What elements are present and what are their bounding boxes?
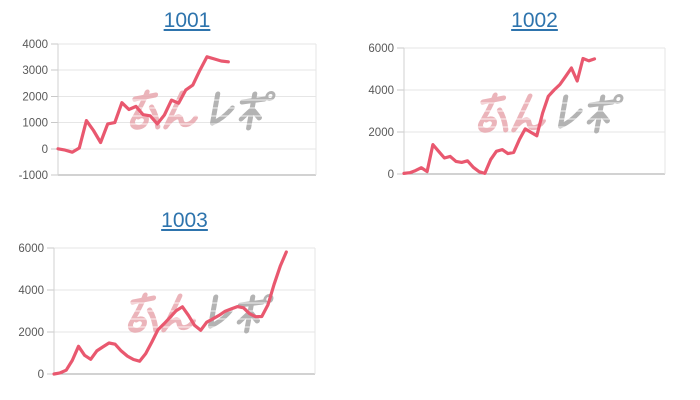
minrepo-watermark-icon — [120, 290, 280, 336]
chart-panel-1: 1001 4000 3000 2000 1000 0 -1000 — [0, 0, 350, 200]
y-axis-tick-label: -1000 — [19, 170, 48, 182]
y-axis-tick-label: 2000 — [22, 91, 48, 103]
y-axis-tick-label: 1000 — [22, 118, 48, 130]
chart-panel-3: 1003 6000 4000 2000 0 — [0, 200, 350, 400]
chart-title-link[interactable]: 1002 — [511, 9, 558, 32]
y-axis-tick-label: 4000 — [18, 285, 44, 297]
chart-panel-2: 1002 6000 4000 2000 0 — [350, 0, 700, 200]
minrepo-watermark-icon — [122, 87, 282, 133]
series-line — [402, 56, 597, 175]
y-axis-tick-label: 0 — [42, 144, 48, 156]
y-axis-tick-label: 0 — [38, 369, 44, 381]
series-line — [56, 55, 230, 154]
chart-title-link[interactable]: 1003 — [161, 209, 208, 232]
y-axis-tick-label: 4000 — [22, 39, 48, 51]
chart-title-link[interactable]: 1001 — [163, 9, 211, 32]
y-axis-tick-label: 6000 — [18, 243, 44, 255]
minrepo-watermark-icon — [470, 90, 630, 136]
series-line — [52, 250, 288, 376]
y-axis-tick-label: 6000 — [368, 43, 394, 55]
y-axis-tick-label: 2000 — [18, 327, 44, 339]
y-axis-tick-label: 0 — [388, 169, 394, 181]
y-axis-tick-label: 2000 — [368, 127, 394, 139]
y-axis-tick-label: 4000 — [368, 85, 394, 97]
y-axis-tick-label: 3000 — [22, 65, 48, 77]
